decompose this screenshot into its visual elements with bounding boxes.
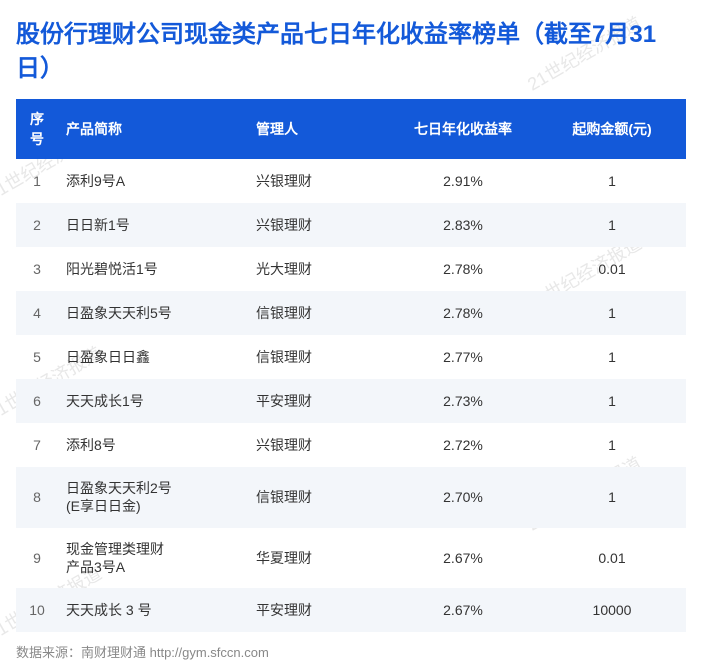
cell-name: 添利9号A	[58, 159, 248, 203]
table-row: 10天天成长 3 号平安理财2.67%10000	[16, 588, 686, 632]
cell-rate: 2.67%	[388, 528, 538, 588]
cell-min: 10000	[538, 588, 686, 632]
cell-name: 日盈象日日鑫	[58, 335, 248, 379]
cell-manager: 信银理财	[248, 467, 388, 527]
cell-min: 0.01	[538, 528, 686, 588]
cell-manager: 兴银理财	[248, 203, 388, 247]
cell-name: 现金管理类理财产品3号A	[58, 528, 248, 588]
cell-index: 7	[16, 423, 58, 467]
cell-manager: 信银理财	[248, 335, 388, 379]
table-row: 5日盈象日日鑫信银理财2.77%1	[16, 335, 686, 379]
table-header-row: 序号 产品简称 管理人 七日年化收益率 起购金额(元)	[16, 99, 686, 159]
cell-index: 2	[16, 203, 58, 247]
cell-rate: 2.72%	[388, 423, 538, 467]
table-row: 3阳光碧悦活1号光大理财2.78%0.01	[16, 247, 686, 291]
cell-min: 1	[538, 423, 686, 467]
data-source: 数据来源：南财理财通 http://gym.sfccn.com	[16, 642, 686, 661]
col-header-rate: 七日年化收益率	[388, 99, 538, 159]
cell-index: 9	[16, 528, 58, 588]
table-row: 1添利9号A兴银理财2.91%1	[16, 159, 686, 203]
cell-name: 阳光碧悦活1号	[58, 247, 248, 291]
cell-rate: 2.91%	[388, 159, 538, 203]
cell-min: 1	[538, 291, 686, 335]
cell-rate: 2.83%	[388, 203, 538, 247]
table-row: 2日日新1号兴银理财2.83%1	[16, 203, 686, 247]
cell-rate: 2.78%	[388, 291, 538, 335]
cell-index: 10	[16, 588, 58, 632]
cell-manager: 兴银理财	[248, 159, 388, 203]
cell-min: 1	[538, 335, 686, 379]
cell-rate: 2.67%	[388, 588, 538, 632]
cell-name: 日日新1号	[58, 203, 248, 247]
cell-manager: 平安理财	[248, 379, 388, 423]
cell-rate: 2.78%	[388, 247, 538, 291]
cell-manager: 华夏理财	[248, 528, 388, 588]
table-row: 6天天成长1号平安理财2.73%1	[16, 379, 686, 423]
cell-name: 日盈象天天利5号	[58, 291, 248, 335]
cell-rate: 2.70%	[388, 467, 538, 527]
cell-manager: 平安理财	[248, 588, 388, 632]
col-header-manager: 管理人	[248, 99, 388, 159]
table-row: 9现金管理类理财产品3号A华夏理财2.67%0.01	[16, 528, 686, 588]
cell-manager: 光大理财	[248, 247, 388, 291]
cell-index: 6	[16, 379, 58, 423]
cell-name: 天天成长 3 号	[58, 588, 248, 632]
cell-index: 8	[16, 467, 58, 527]
cell-min: 1	[538, 379, 686, 423]
page-title: 股份行理财公司现金类产品七日年化收益率榜单（截至7月31日）	[16, 18, 686, 85]
cell-index: 5	[16, 335, 58, 379]
cell-min: 1	[538, 467, 686, 527]
cell-rate: 2.77%	[388, 335, 538, 379]
col-header-name: 产品简称	[58, 99, 248, 159]
cell-index: 3	[16, 247, 58, 291]
cell-index: 1	[16, 159, 58, 203]
cell-index: 4	[16, 291, 58, 335]
cell-min: 1	[538, 203, 686, 247]
cell-rate: 2.73%	[388, 379, 538, 423]
col-header-index: 序号	[16, 99, 58, 159]
table-row: 4日盈象天天利5号信银理财2.78%1	[16, 291, 686, 335]
cell-manager: 兴银理财	[248, 423, 388, 467]
table-row: 7添利8号兴银理财2.72%1	[16, 423, 686, 467]
cell-name: 添利8号	[58, 423, 248, 467]
cell-manager: 信银理财	[248, 291, 388, 335]
cell-name: 天天成长1号	[58, 379, 248, 423]
table-row: 8日盈象天天利2号(E享日日金)信银理财2.70%1	[16, 467, 686, 527]
cell-name: 日盈象天天利2号(E享日日金)	[58, 467, 248, 527]
ranking-table: 序号 产品简称 管理人 七日年化收益率 起购金额(元) 1添利9号A兴银理财2.…	[16, 99, 686, 632]
col-header-min: 起购金额(元)	[538, 99, 686, 159]
cell-min: 0.01	[538, 247, 686, 291]
cell-min: 1	[538, 159, 686, 203]
